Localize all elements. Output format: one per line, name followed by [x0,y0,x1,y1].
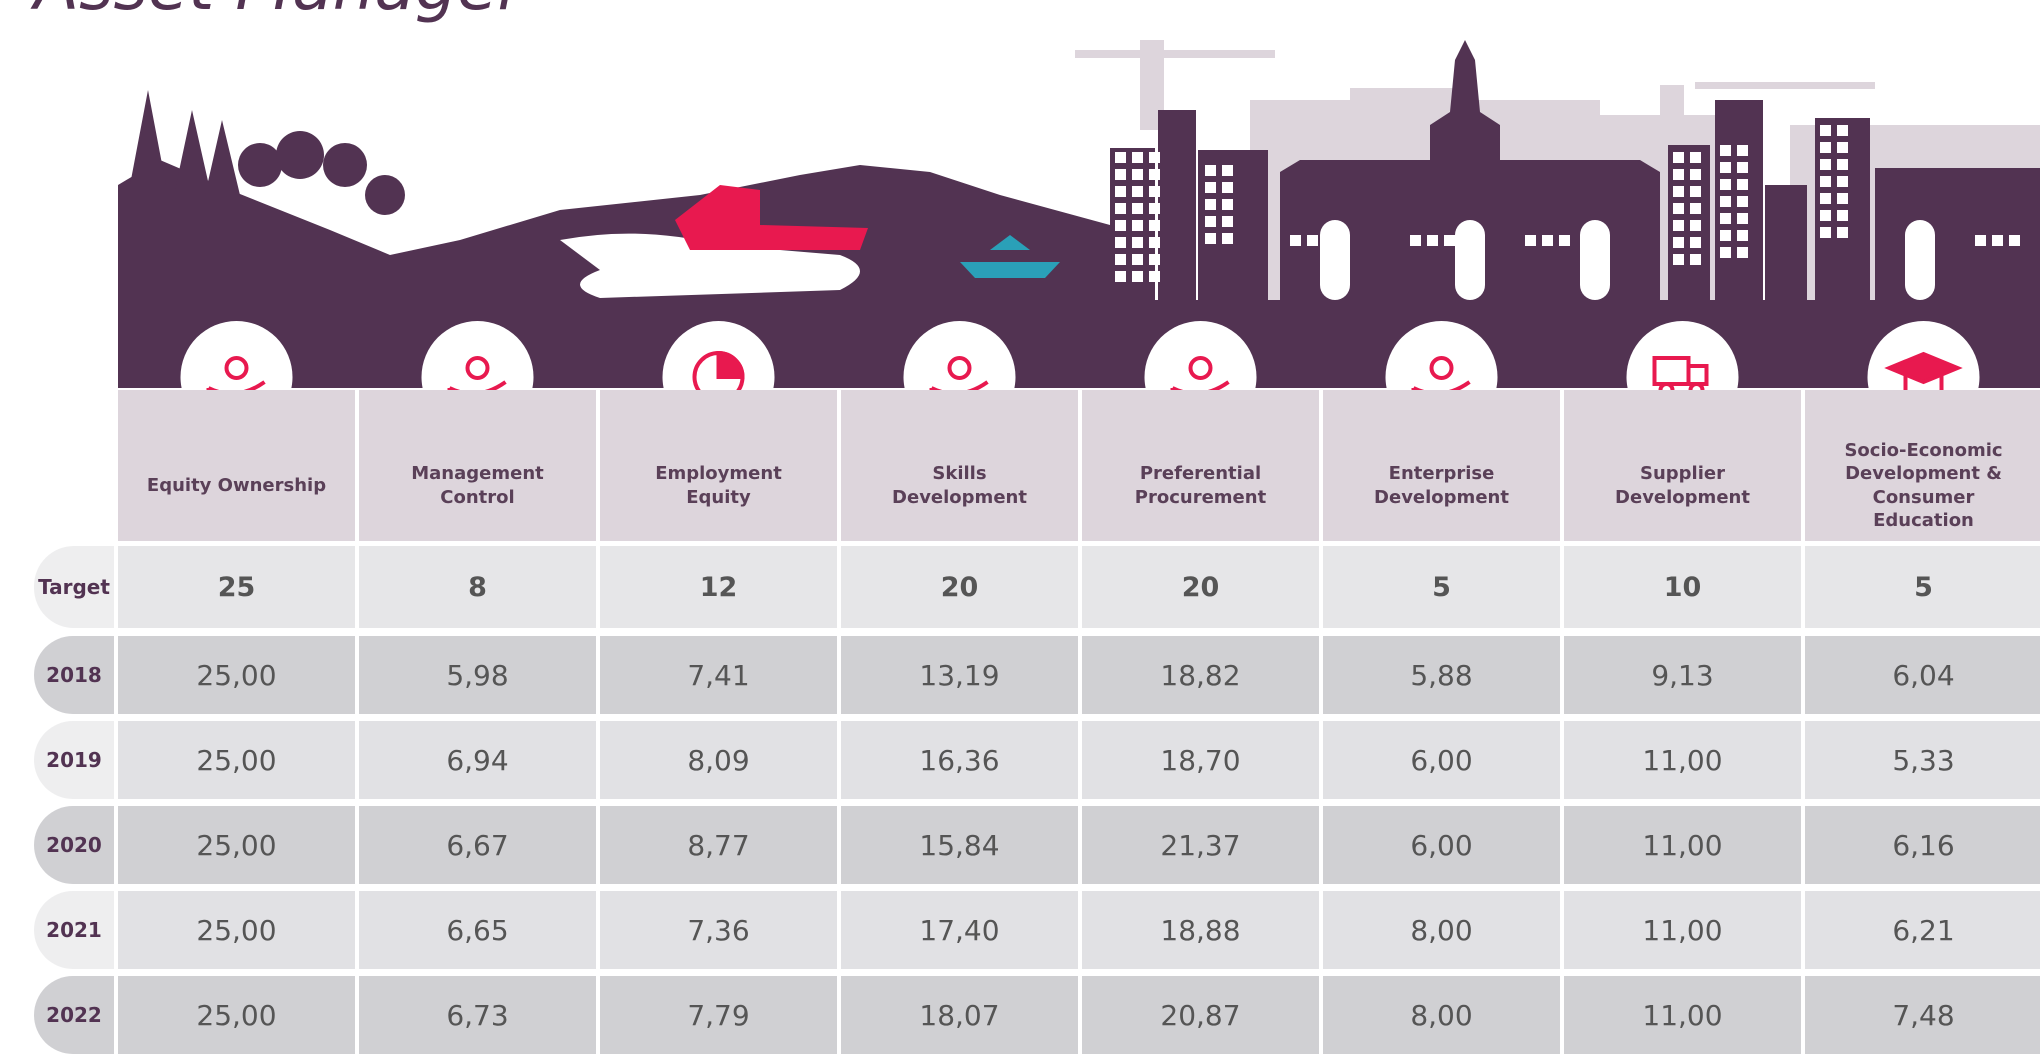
table-cell: 6,04 [1805,636,2040,714]
table-cell: 6,21 [1805,891,2040,969]
table-cell: 25,00 [118,976,355,1054]
table-cell: 25,00 [118,891,355,969]
column-header: Enterprise Development [1323,390,1560,541]
table-cell: 21,37 [1082,806,1319,884]
table-cell: 6,67 [359,806,596,884]
row-label: 2022 [34,976,114,1054]
table-cell: 13,19 [841,636,1078,714]
row-label: 2021 [34,891,114,969]
table-cell: 17,40 [841,891,1078,969]
title: Asset Manager [34,0,525,25]
table-cell: 18,88 [1082,891,1319,969]
table-cell: 18,82 [1082,636,1319,714]
table-cell: 8,09 [600,721,837,799]
table-cell: 20 [841,546,1078,628]
table-cell: 11,00 [1564,891,1801,969]
table-cell: 8 [359,546,596,628]
column-header: Preferential Procurement [1082,390,1319,541]
table-cell: 6,00 [1323,721,1560,799]
table-cell: 7,36 [600,891,837,969]
table-cell: 7,48 [1805,976,2040,1054]
table-cell: 25,00 [118,636,355,714]
table-cell: 6,16 [1805,806,2040,884]
table-cell: 11,00 [1564,806,1801,884]
table-cell: 12 [600,546,837,628]
column-header: Socio-Economic Development & Consumer Ed… [1805,390,2040,541]
row-label: 2019 [34,721,114,799]
table-cell: 5,88 [1323,636,1560,714]
skyline [118,40,2040,420]
table-cell: 11,00 [1564,721,1801,799]
table-cell: 6,00 [1323,806,1560,884]
column-header: Supplier Development [1564,390,1801,541]
table-cell: 10 [1564,546,1801,628]
table-cell: 7,41 [600,636,837,714]
table-cell: 16,36 [841,721,1078,799]
table-cell: 20,87 [1082,976,1319,1054]
table-cell: 8,77 [600,806,837,884]
row-label: 2018 [34,636,114,714]
table-cell: 9,13 [1564,636,1801,714]
table-cell: 25 [118,546,355,628]
column-header: Equity Ownership [118,390,355,541]
table-cell: 6,73 [359,976,596,1054]
column-header: Skills Development [841,390,1078,541]
table-cell: 6,65 [359,891,596,969]
table-cell: 11,00 [1564,976,1801,1054]
table-cell: 6,94 [359,721,596,799]
column-header: Employment Equity [600,390,837,541]
table-cell: 5,98 [359,636,596,714]
table-cell: 8,00 [1323,976,1560,1054]
table-cell: 25,00 [118,806,355,884]
table-cell: 8,00 [1323,891,1560,969]
table-cell: 15,84 [841,806,1078,884]
table-cell: 7,79 [600,976,837,1054]
table-cell: 5,33 [1805,721,2040,799]
table-cell: 20 [1082,546,1319,628]
column-header: Management Control [359,390,596,541]
table-cell: 5 [1805,546,2040,628]
table-cell: 5 [1323,546,1560,628]
table-cell: 18,07 [841,976,1078,1054]
table-cell: 18,70 [1082,721,1319,799]
table-cell: 25,00 [118,721,355,799]
row-label: Target [34,546,114,628]
row-label: 2020 [34,806,114,884]
